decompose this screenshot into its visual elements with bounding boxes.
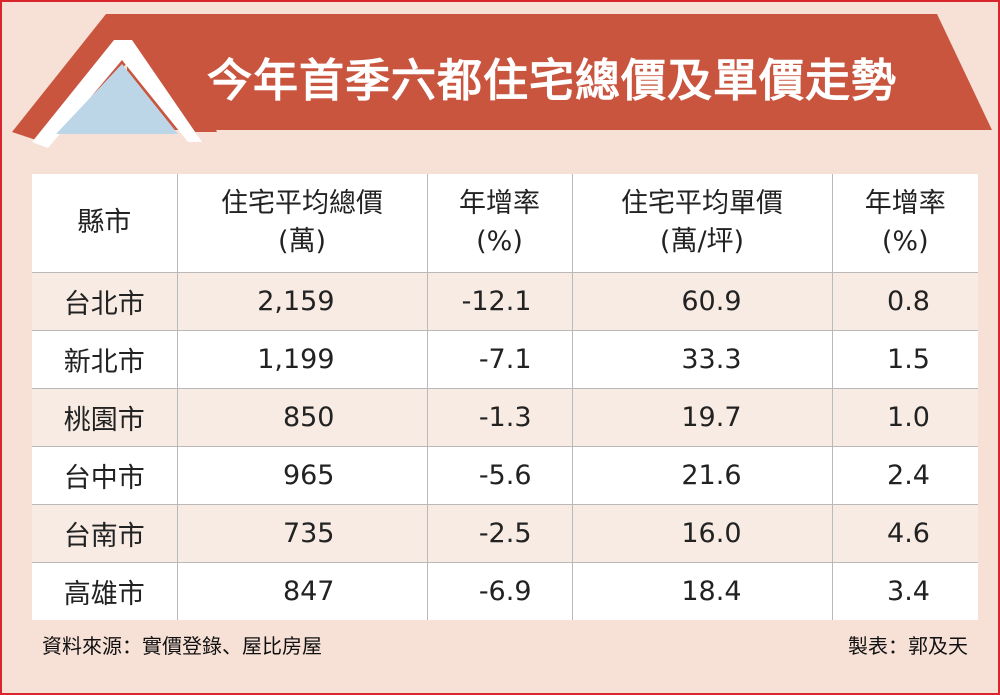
cell-unit-growth: 3.4 bbox=[831, 562, 978, 620]
cell-unit-growth: 2.4 bbox=[831, 446, 978, 505]
house-roof-graphic bbox=[12, 14, 992, 148]
cell-city: 台北市 bbox=[32, 272, 177, 331]
cell-unit-growth: 1.0 bbox=[831, 388, 978, 447]
source-note: 資料來源：實價登錄、屋比房屋 bbox=[42, 634, 322, 658]
table-row: 台中市 965 -5.6 21.6 2.4 bbox=[32, 446, 978, 505]
cell-unit-growth: 4.6 bbox=[831, 504, 978, 563]
cell-unit-growth: 1.5 bbox=[831, 330, 978, 389]
cell-total-price: 850 bbox=[176, 388, 427, 447]
cell-total-growth: -6.9 bbox=[426, 562, 572, 620]
cell-unit-growth: 0.8 bbox=[831, 272, 978, 331]
cell-unit-price: 21.6 bbox=[571, 446, 832, 505]
cell-total-price: 965 bbox=[176, 446, 427, 505]
table-row: 桃園市 850 -1.3 19.7 1.0 bbox=[32, 388, 978, 447]
table-row: 台南市 735 -2.5 16.0 4.6 bbox=[32, 504, 978, 563]
cell-city: 新北市 bbox=[32, 330, 177, 389]
cell-unit-price: 60.9 bbox=[571, 272, 832, 331]
cell-total-growth: -2.5 bbox=[426, 504, 572, 563]
table-row: 高雄市 847 -6.9 18.4 3.4 bbox=[32, 562, 978, 620]
cell-city: 台中市 bbox=[32, 446, 177, 505]
credit-note: 製表：郭及天 bbox=[848, 634, 968, 658]
price-table: 縣市 住宅平均總價 (萬) 年增率 (%) 住宅平均單價 (萬/坪) 年增率 (%) 台… bbox=[32, 174, 978, 620]
header-total-growth: 年增率 (%) bbox=[426, 174, 572, 273]
header-unit-price: 住宅平均單價 (萬/坪) bbox=[571, 174, 832, 273]
cell-city: 高雄市 bbox=[32, 562, 177, 620]
cell-city: 桃園市 bbox=[32, 388, 177, 447]
cell-total-price: 1,199 bbox=[176, 330, 427, 389]
cell-unit-price: 18.4 bbox=[571, 562, 832, 620]
cell-unit-price: 16.0 bbox=[571, 504, 832, 563]
cell-unit-price: 19.7 bbox=[571, 388, 832, 447]
footer: 資料來源：實價登錄、屋比房屋 製表：郭及天 bbox=[32, 622, 978, 662]
table-header-row: 縣市 住宅平均總價 (萬) 年增率 (%) 住宅平均單價 (萬/坪) 年增率 (%) bbox=[32, 174, 978, 273]
roof-inner-stroke bbox=[32, 40, 202, 148]
cell-total-growth: -12.1 bbox=[426, 272, 572, 331]
header-city: 縣市 bbox=[77, 207, 132, 238]
cell-total-price: 847 bbox=[176, 562, 427, 620]
header-unit-growth: 年增率 (%) bbox=[831, 174, 978, 273]
roof-window bbox=[56, 64, 178, 134]
cell-total-growth: -1.3 bbox=[426, 388, 572, 447]
cell-total-growth: -7.1 bbox=[426, 330, 572, 389]
cell-total-growth: -5.6 bbox=[426, 446, 572, 505]
cell-total-price: 2,159 bbox=[176, 272, 427, 331]
table-row: 台北市 2,159 -12.1 60.9 0.8 bbox=[32, 272, 978, 331]
title-banner bbox=[127, 14, 992, 130]
header-total-price: 住宅平均總價 (萬) bbox=[176, 174, 427, 273]
cell-unit-price: 33.3 bbox=[571, 330, 832, 389]
table-row: 新北市 1,199 -7.1 33.3 1.5 bbox=[32, 330, 978, 389]
price-table-container: 縣市 住宅平均總價 (萬) 年增率 (%) 住宅平均單價 (萬/坪) 年增率 (%) 台… bbox=[32, 174, 978, 620]
cell-total-price: 735 bbox=[176, 504, 427, 563]
infographic-title: 今年首季六都住宅總價及單價走勢 bbox=[207, 54, 898, 107]
cell-city: 台南市 bbox=[32, 504, 177, 563]
